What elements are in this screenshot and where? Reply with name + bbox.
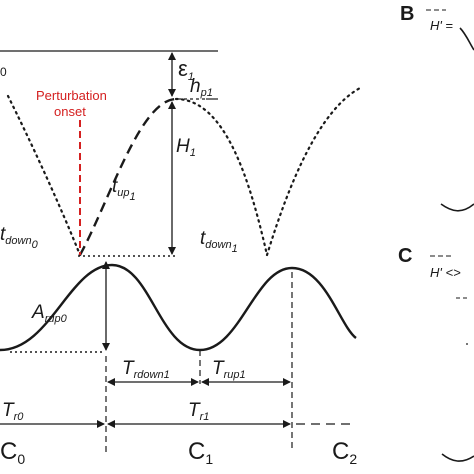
dotted-arc-middle [174, 97, 269, 257]
c0-label: C0 [0, 438, 25, 467]
sine-wave [0, 263, 357, 352]
panel-c-letter: C [398, 245, 412, 267]
t-rdown1-label: Trdown1 [122, 358, 170, 381]
epsilon-label: ε1 [178, 56, 194, 83]
dotted-arc-right [265, 86, 362, 257]
dashed-rise-curve [78, 97, 177, 256]
t-rup1-label: Trup1 [212, 358, 246, 381]
a-rup0-label: Arup0 [31, 302, 68, 325]
panel-c-curve-bottom [441, 453, 474, 462]
t-down1-label: tdown1 [200, 228, 238, 255]
perturbation-label-line2: onset [54, 104, 86, 119]
panel-b-curve-bottom [440, 203, 474, 212]
t-up-label: tup1 [112, 176, 136, 203]
edge-label: 0 [0, 65, 7, 79]
t-r0-label: Tr0 [2, 400, 24, 423]
dotted-arc-left [6, 94, 82, 257]
h1-label: H1 [176, 136, 196, 159]
c1-label: C1 [188, 438, 213, 467]
panel-b-h-label: H' = [430, 18, 453, 33]
panel-c-h-label: H' <> [430, 265, 461, 280]
panel-b-curve-top [459, 27, 474, 51]
c2-label: C2 [332, 438, 357, 467]
t-down0-label: tdown0 [0, 224, 39, 251]
panel-b-letter: B [400, 3, 414, 25]
perturbation-label-line1: Perturbation [36, 88, 107, 103]
t-r1-label: Tr1 [188, 400, 209, 423]
hp-label: hp1 [190, 76, 213, 99]
